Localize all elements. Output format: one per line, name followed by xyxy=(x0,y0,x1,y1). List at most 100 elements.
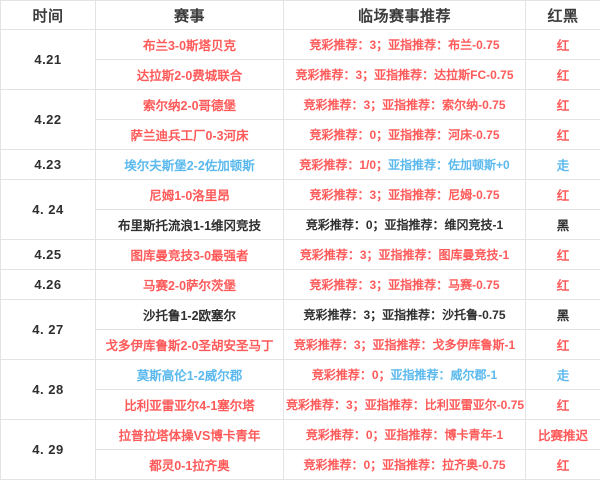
recommendation-lottery-part: 竞彩推荐：3； xyxy=(300,248,379,262)
match-cell: 图库曼竞技3-0最强者 xyxy=(96,240,284,270)
recommendation-lottery-part: 竞彩推荐：0； xyxy=(309,128,388,142)
date-cell: 4.25 xyxy=(1,240,96,270)
match-cell: 都灵0-1拉齐奥 xyxy=(96,450,284,480)
match-cell: 达拉斯2-0费城联合 xyxy=(96,60,284,90)
recommendation-handicap-part: 亚指推荐：博卡青年-1 xyxy=(385,428,504,442)
recommendation-handicap-part: 亚指推荐：佐加顿斯+0 xyxy=(388,158,510,172)
recommendation-cell: 竞彩推荐：3；亚指推荐：比利亚雷亚尔-0.75 xyxy=(284,390,526,420)
result-badge: 红 xyxy=(526,270,600,300)
recommendation-lottery-part: 竞彩推荐：3； xyxy=(303,308,382,322)
recommendation-cell: 竞彩推荐：1/0；亚指推荐：佐加顿斯+0 xyxy=(284,150,526,180)
recommendation-lottery-part: 竞彩推荐：3； xyxy=(295,68,374,82)
column-header-recommendation: 临场赛事推荐 xyxy=(284,1,526,30)
match-cell: 埃尔夫斯堡2-2佐加顿斯 xyxy=(96,150,284,180)
recommendation-lottery-part: 竞彩推荐：0； xyxy=(303,458,382,472)
match-cell: 尼姆1-0洛里昂 xyxy=(96,180,284,210)
column-header-time: 时间 xyxy=(1,1,96,30)
recommendation-handicap-part: 亚指推荐：布兰-0.75 xyxy=(388,38,499,52)
date-cell: 4. 29 xyxy=(1,420,96,480)
date-cell: 4. 27 xyxy=(1,300,96,360)
recommendation-lottery-part: 竞彩推荐：3； xyxy=(294,338,373,352)
recommendation-cell: 竞彩推荐：3；亚指推荐：图库曼竞技-1 xyxy=(284,240,526,270)
recommendation-cell: 竞彩推荐：3；亚指推荐：沙托鲁-0.75 xyxy=(284,300,526,330)
result-badge: 红 xyxy=(526,450,600,480)
match-cell: 萨兰迪兵工厂0-3河床 xyxy=(96,120,284,150)
recommendation-lottery-part: 竞彩推荐：3； xyxy=(309,188,388,202)
recommendation-lottery-part: 竞彩推荐：3； xyxy=(303,98,382,112)
recommendation-handicap-part: 亚指推荐：河床-0.75 xyxy=(388,128,499,142)
match-cell: 布兰3-0斯塔贝克 xyxy=(96,30,284,60)
recommendation-handicap-part: 亚指推荐：拉齐奥-0.75 xyxy=(382,458,505,472)
recommendation-lottery-part: 竞彩推荐：3； xyxy=(286,398,365,412)
date-cell: 4.21 xyxy=(1,30,96,90)
recommendation-handicap-part: 亚指推荐：戈多伊库鲁斯-1 xyxy=(373,338,516,352)
result-badge: 红 xyxy=(526,180,600,210)
recommendation-handicap-part: 亚指推荐：马赛-0.75 xyxy=(388,278,499,292)
match-cell: 布里斯托流浪1-1维冈竞技 xyxy=(96,210,284,240)
recommendation-cell: 竞彩推荐：3；亚指推荐：尼姆-0.75 xyxy=(284,180,526,210)
result-badge: 比赛推迟 xyxy=(526,420,600,450)
header-row: 时间 赛事 临场赛事推荐 红黑 xyxy=(1,1,600,30)
result-badge: 红 xyxy=(526,120,600,150)
recommendation-handicap-part: 亚指推荐：图库曼竞技-1 xyxy=(379,248,510,262)
recommendation-handicap-part: 亚指推荐：尼姆-0.75 xyxy=(388,188,499,202)
recommendation-handicap-part: 亚指推荐：维冈竞技-1 xyxy=(385,218,504,232)
match-cell: 沙托鲁1-2欧塞尔 xyxy=(96,300,284,330)
recommendation-lottery-part: 竞彩推荐：3； xyxy=(309,278,388,292)
result-badge: 红 xyxy=(526,60,600,90)
recommendation-cell: 竞彩推荐：3；亚指推荐：索尔纳-0.75 xyxy=(284,90,526,120)
column-header-match: 赛事 xyxy=(96,1,284,30)
result-badge: 走 xyxy=(526,150,600,180)
result-badge: 红 xyxy=(526,30,600,60)
recommendation-handicap-part: 亚指推荐：威尔郡-1 xyxy=(391,368,498,382)
result-badge: 红 xyxy=(526,240,600,270)
table-header: 时间 赛事 临场赛事推荐 红黑 xyxy=(1,1,600,30)
result-badge: 走 xyxy=(526,360,600,390)
recommendation-cell: 竞彩推荐：0；亚指推荐：威尔郡-1 xyxy=(284,360,526,390)
result-badge: 红 xyxy=(526,330,600,360)
match-cell: 马赛2-0萨尔茨堡 xyxy=(96,270,284,300)
result-badge: 红 xyxy=(526,390,600,420)
recommendation-cell: 竞彩推荐：3；亚指推荐：马赛-0.75 xyxy=(284,270,526,300)
date-cell: 4.23 xyxy=(1,150,96,180)
recommendation-lottery-part: 竞彩推荐：0； xyxy=(306,428,385,442)
recommendation-lottery-part: 竞彩推荐：0； xyxy=(306,218,385,232)
recommendation-cell: 竞彩推荐：3；亚指推荐：达拉斯FC-0.75 xyxy=(284,60,526,90)
recommendation-lottery-part: 竞彩推荐：3； xyxy=(309,38,388,52)
match-cell: 比利亚雷亚尔4-1塞尔塔 xyxy=(96,390,284,420)
column-header-result: 红黑 xyxy=(526,1,600,30)
recommendation-handicap-part: 亚指推荐：索尔纳-0.75 xyxy=(382,98,505,112)
match-cell: 莫斯高伦1-2威尔郡 xyxy=(96,360,284,390)
recommendation-lottery-part: 竞彩推荐：1/0； xyxy=(299,158,388,172)
recommendation-handicap-part: 亚指推荐：达拉斯FC-0.75 xyxy=(374,68,513,82)
date-cell: 4. 28 xyxy=(1,360,96,420)
match-cell: 索尔纳2-0哥德堡 xyxy=(96,90,284,120)
recommendation-cell: 竞彩推荐：3；亚指推荐：布兰-0.75 xyxy=(284,30,526,60)
result-badge: 黑 xyxy=(526,300,600,330)
recommendation-handicap-part: 亚指推荐：沙托鲁-0.75 xyxy=(382,308,505,322)
recommendation-handicap-part: 亚指推荐：比利亚雷亚尔-0.75 xyxy=(365,398,524,412)
recommendation-cell: 竞彩推荐：3；亚指推荐：戈多伊库鲁斯-1 xyxy=(284,330,526,360)
match-cell: 拉普拉塔体操VS博卡青年 xyxy=(96,420,284,450)
recommendation-cell: 竞彩推荐：0；亚指推荐：博卡青年-1 xyxy=(284,420,526,450)
date-cell: 4.22 xyxy=(1,90,96,150)
result-badge: 红 xyxy=(526,90,600,120)
result-badge: 黑 xyxy=(526,210,600,240)
recommendation-lottery-part: 竞彩推荐：0； xyxy=(312,368,391,382)
match-cell: 戈多伊库鲁斯2-0圣胡安圣马丁 xyxy=(96,330,284,360)
recommendation-cell: 竞彩推荐：0；亚指推荐：拉齐奥-0.75 xyxy=(284,450,526,480)
recommendation-cell: 竞彩推荐：0；亚指推荐：维冈竞技-1 xyxy=(284,210,526,240)
recommendation-cell: 竞彩推荐：0；亚指推荐：河床-0.75 xyxy=(284,120,526,150)
date-cell: 4. 24 xyxy=(1,180,96,240)
